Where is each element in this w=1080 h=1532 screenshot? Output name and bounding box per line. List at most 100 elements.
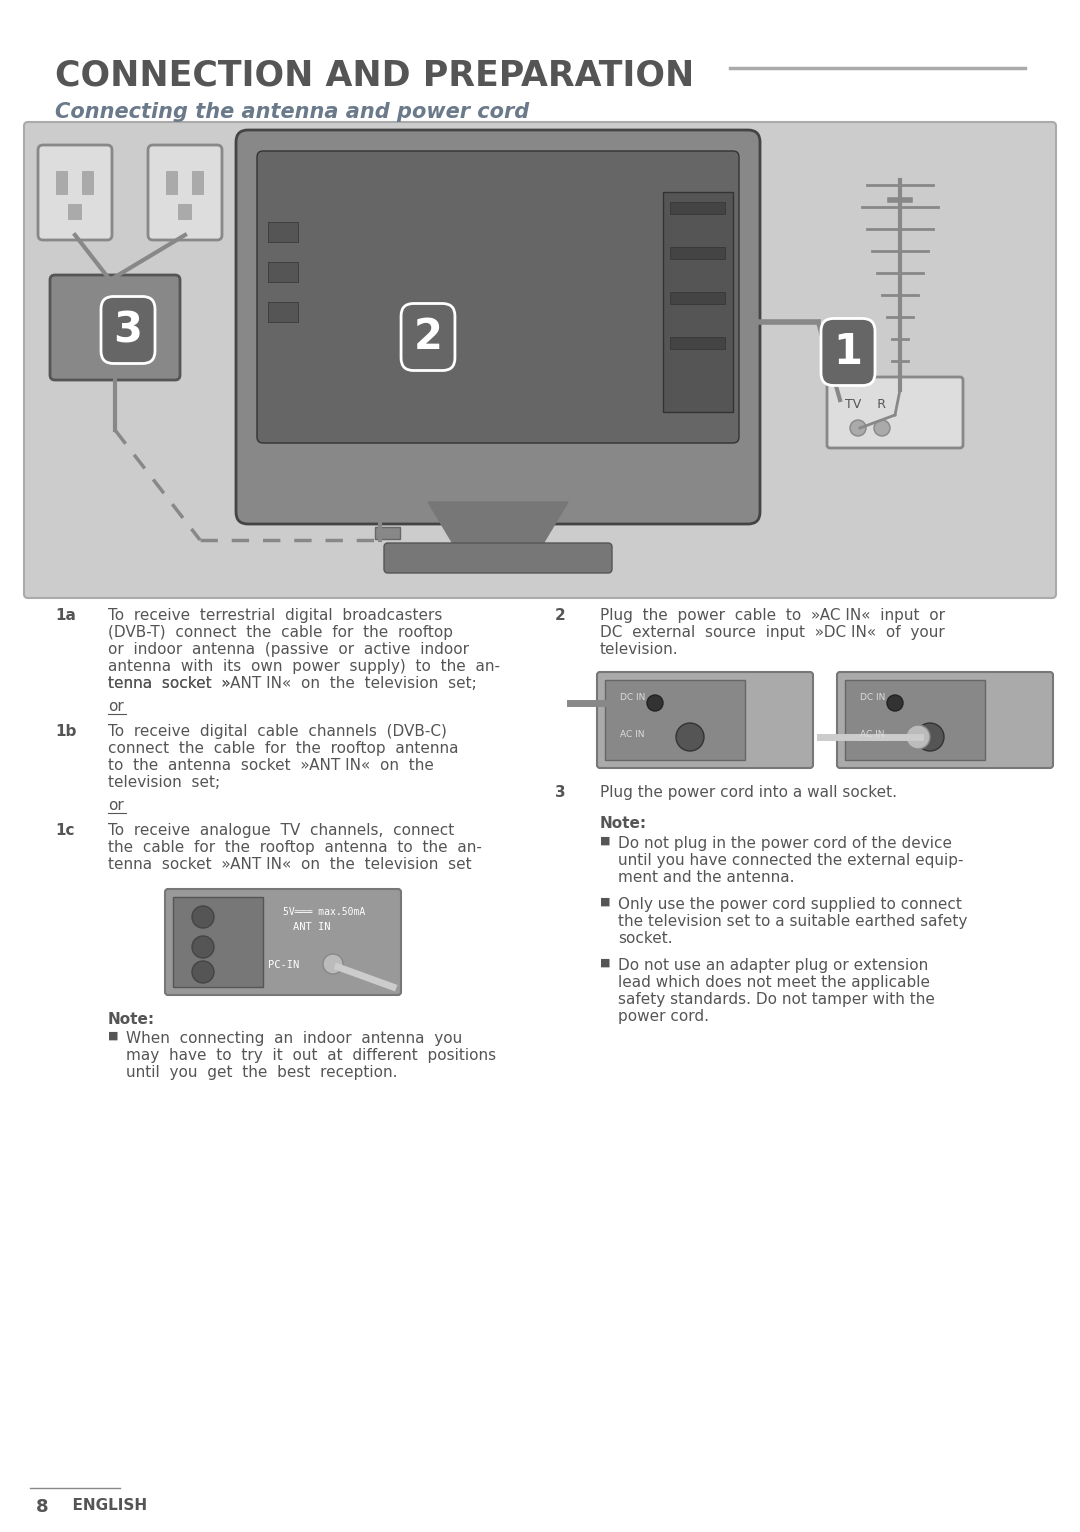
FancyBboxPatch shape: [384, 542, 612, 573]
Circle shape: [916, 723, 944, 751]
Text: To  receive  analogue  TV  channels,  connect: To receive analogue TV channels, connect: [108, 823, 455, 838]
Circle shape: [850, 420, 866, 437]
Text: ment and the antenna.: ment and the antenna.: [618, 870, 795, 885]
Text: 2: 2: [414, 316, 443, 358]
Text: 1c: 1c: [55, 823, 75, 838]
Text: CONNECTION AND PREPARATION: CONNECTION AND PREPARATION: [55, 58, 694, 92]
Bar: [670, 337, 725, 349]
Text: safety standards. Do not tamper with the: safety standards. Do not tamper with the: [618, 993, 935, 1007]
FancyBboxPatch shape: [38, 146, 112, 241]
Bar: [268, 222, 298, 242]
Bar: [670, 293, 725, 303]
FancyBboxPatch shape: [837, 673, 1053, 768]
Circle shape: [192, 936, 214, 958]
Text: Only use the power cord supplied to connect: Only use the power cord supplied to conn…: [618, 898, 962, 912]
FancyBboxPatch shape: [165, 889, 401, 994]
Text: When  connecting  an  indoor  antenna  you: When connecting an indoor antenna you: [126, 1031, 462, 1046]
Bar: [375, 527, 400, 539]
Text: Note:: Note:: [108, 1013, 156, 1026]
Text: 1: 1: [834, 331, 863, 372]
Text: or: or: [108, 699, 124, 714]
Circle shape: [874, 420, 890, 437]
Text: Do not plug in the power cord of the device: Do not plug in the power cord of the dev…: [618, 836, 951, 850]
Text: DC IN: DC IN: [620, 692, 646, 702]
Polygon shape: [428, 502, 568, 552]
Text: Note:: Note:: [600, 817, 647, 830]
FancyBboxPatch shape: [68, 204, 82, 221]
Text: tenna  socket  »ANT IN«  on  the  television  set;: tenna socket »ANT IN« on the television …: [108, 676, 476, 691]
Bar: [845, 680, 985, 760]
Text: lead which does not meet the applicable: lead which does not meet the applicable: [618, 974, 930, 990]
Circle shape: [323, 954, 343, 974]
Text: television.: television.: [600, 642, 678, 657]
FancyBboxPatch shape: [597, 673, 813, 768]
Text: PC-IN: PC-IN: [268, 961, 299, 970]
Text: DC IN: DC IN: [860, 692, 886, 702]
Bar: [268, 302, 298, 322]
FancyBboxPatch shape: [24, 123, 1056, 597]
Bar: [670, 247, 725, 259]
Text: ■: ■: [600, 836, 610, 846]
Text: antenna  with  its  own  power  supply)  to  the  an-: antenna with its own power supply) to th…: [108, 659, 500, 674]
Text: 8: 8: [36, 1498, 49, 1517]
Text: 5V═══ max.50mA: 5V═══ max.50mA: [283, 907, 365, 918]
Text: 3: 3: [555, 784, 566, 800]
Text: AC IN: AC IN: [620, 731, 645, 738]
Text: Do not use an adapter plug or extension: Do not use an adapter plug or extension: [618, 958, 928, 973]
Text: or  indoor  antenna  (passive  or  active  indoor: or indoor antenna (passive or active ind…: [108, 642, 469, 657]
Text: until you have connected the external equip-: until you have connected the external eq…: [618, 853, 963, 869]
Text: tenna  socket  »ANT IN«  on  the  television  set: tenna socket »ANT IN« on the television …: [108, 856, 472, 872]
Text: ■: ■: [600, 958, 610, 968]
Text: TV    R: TV R: [845, 398, 886, 411]
Bar: [268, 262, 298, 282]
Text: AC IN: AC IN: [860, 731, 885, 738]
Text: 1a: 1a: [55, 608, 76, 624]
Bar: [663, 192, 733, 412]
Text: ENGLISH: ENGLISH: [62, 1498, 147, 1514]
Text: to  the  antenna  socket  »ANT IN«  on  the: to the antenna socket »ANT IN« on the: [108, 758, 434, 774]
FancyBboxPatch shape: [192, 172, 204, 195]
Text: (DVB-T)  connect  the  cable  for  the  rooftop: (DVB-T) connect the cable for the roofto…: [108, 625, 453, 640]
Text: Plug the power cord into a wall socket.: Plug the power cord into a wall socket.: [600, 784, 897, 800]
FancyBboxPatch shape: [166, 172, 178, 195]
Circle shape: [192, 905, 214, 928]
Bar: [173, 898, 264, 987]
FancyBboxPatch shape: [827, 377, 963, 447]
FancyBboxPatch shape: [50, 276, 180, 380]
FancyBboxPatch shape: [56, 172, 68, 195]
Circle shape: [676, 723, 704, 751]
Text: 3: 3: [113, 309, 143, 351]
Text: socket.: socket.: [618, 931, 673, 945]
Circle shape: [647, 696, 663, 711]
Text: tenna  socket  »: tenna socket »: [108, 676, 231, 691]
Text: or: or: [108, 798, 124, 813]
Circle shape: [906, 725, 930, 749]
Text: Plug  the  power  cable  to  »AC IN«  input  or: Plug the power cable to »AC IN« input or: [600, 608, 945, 624]
Text: ■: ■: [108, 1031, 119, 1042]
FancyBboxPatch shape: [82, 172, 94, 195]
Text: connect  the  cable  for  the  rooftop  antenna: connect the cable for the rooftop antenn…: [108, 741, 459, 755]
Text: until  you  get  the  best  reception.: until you get the best reception.: [126, 1065, 397, 1080]
FancyBboxPatch shape: [237, 130, 760, 524]
Bar: [670, 202, 725, 214]
Text: ■: ■: [600, 898, 610, 907]
Text: the  cable  for  the  rooftop  antenna  to  the  an-: the cable for the rooftop antenna to the…: [108, 840, 482, 855]
FancyBboxPatch shape: [148, 146, 222, 241]
Text: the television set to a suitable earthed safety: the television set to a suitable earthed…: [618, 915, 968, 928]
FancyBboxPatch shape: [178, 204, 192, 221]
Text: power cord.: power cord.: [618, 1010, 708, 1023]
Text: tenna  socket  »ANT IN«  on  the  television  set;: tenna socket »ANT IN« on the television …: [108, 676, 476, 691]
Text: Connecting the antenna and power cord: Connecting the antenna and power cord: [55, 103, 529, 123]
Circle shape: [192, 961, 214, 984]
Text: To  receive  digital  cable  channels  (DVB-C): To receive digital cable channels (DVB-C…: [108, 725, 447, 738]
Text: ANT IN: ANT IN: [293, 922, 330, 931]
Text: DC  external  source  input  »DC IN«  of  your: DC external source input »DC IN« of your: [600, 625, 945, 640]
Bar: [605, 680, 745, 760]
Text: 2: 2: [555, 608, 566, 624]
Text: 1b: 1b: [55, 725, 77, 738]
FancyBboxPatch shape: [257, 152, 739, 443]
Text: may  have  to  try  it  out  at  different  positions: may have to try it out at different posi…: [126, 1048, 496, 1063]
Circle shape: [887, 696, 903, 711]
Text: television  set;: television set;: [108, 775, 220, 791]
Text: To  receive  terrestrial  digital  broadcasters: To receive terrestrial digital broadcast…: [108, 608, 443, 624]
